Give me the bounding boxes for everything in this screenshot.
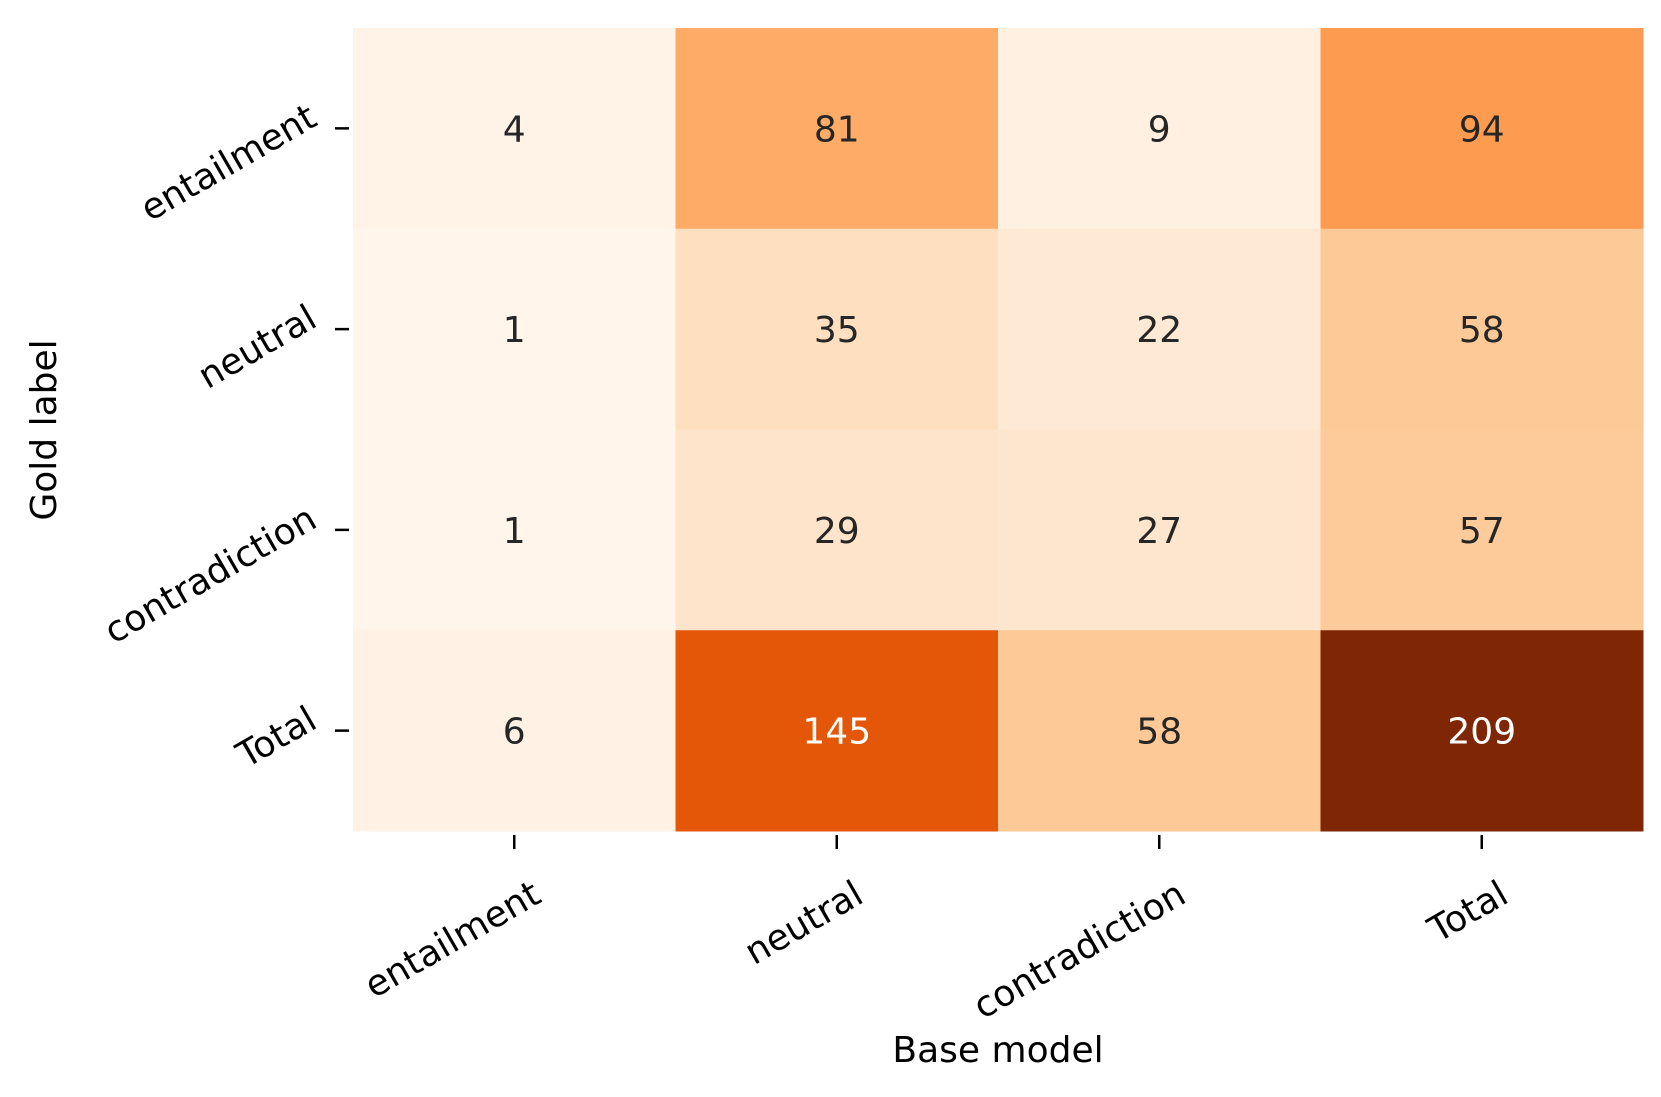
cell-value-label: 29 xyxy=(814,511,860,552)
cell-total-entailment xyxy=(353,630,676,832)
cell-value-label: 9 xyxy=(1148,109,1171,150)
cell-value-labels: 4 81 9 94 1 35 22 58 1 29 27 57 6 145 58 209 xyxy=(503,109,1516,752)
cell-value-label: 145 xyxy=(802,712,871,753)
cell-entailment-total xyxy=(1320,28,1644,230)
cell-value-label: 58 xyxy=(1136,712,1182,753)
y-axis-label: Gold label xyxy=(24,339,65,520)
cell-value-label: 94 xyxy=(1459,109,1505,150)
cell-value-label: 35 xyxy=(814,310,860,351)
cell-entailment-neutral xyxy=(675,28,999,230)
cell-entailment-entailment xyxy=(353,28,676,230)
cell-contradiction-entailment xyxy=(353,429,676,631)
x-axis-label: Base model xyxy=(892,1030,1103,1071)
y-axis: entailment neutral contradiction Total xyxy=(98,97,349,777)
cell-value-label: 209 xyxy=(1447,712,1516,753)
cell-total-neutral xyxy=(675,630,999,832)
x-tick-label: Total xyxy=(1421,873,1515,951)
y-tick-label: Total xyxy=(229,699,323,777)
y-tick-label: entailment xyxy=(134,97,324,230)
y-tick-label: contradiction xyxy=(98,498,324,652)
cell-value-label: 1 xyxy=(503,511,526,552)
cell-neutral-total xyxy=(1320,228,1644,430)
x-tick-label: entailment xyxy=(358,873,548,1006)
cell-contradiction-contradiction xyxy=(998,429,1321,631)
cell-value-label: 57 xyxy=(1459,511,1505,552)
cell-value-label: 6 xyxy=(503,712,526,753)
x-axis: entailment neutral contradiction Total xyxy=(358,835,1515,1028)
cell-value-label: 22 xyxy=(1136,310,1182,351)
y-tick-label: neutral xyxy=(191,297,323,397)
cell-total-total xyxy=(1320,630,1644,832)
cell-contradiction-neutral xyxy=(675,429,999,631)
cell-total-contradiction xyxy=(998,630,1321,832)
cell-entailment-contradiction xyxy=(998,28,1321,230)
x-tick-label: contradiction xyxy=(967,873,1193,1027)
x-tick-label: neutral xyxy=(738,873,870,973)
cell-neutral-neutral xyxy=(675,228,999,430)
cell-neutral-contradiction xyxy=(998,228,1321,430)
cell-value-label: 27 xyxy=(1136,511,1182,552)
cell-value-label: 81 xyxy=(814,109,860,150)
cell-value-label: 1 xyxy=(503,310,526,351)
cell-value-label: 58 xyxy=(1459,310,1505,351)
cell-value-label: 4 xyxy=(503,109,526,150)
heatmap-cells xyxy=(353,28,1644,832)
cell-contradiction-total xyxy=(1320,429,1644,631)
cell-neutral-entailment xyxy=(353,228,676,430)
